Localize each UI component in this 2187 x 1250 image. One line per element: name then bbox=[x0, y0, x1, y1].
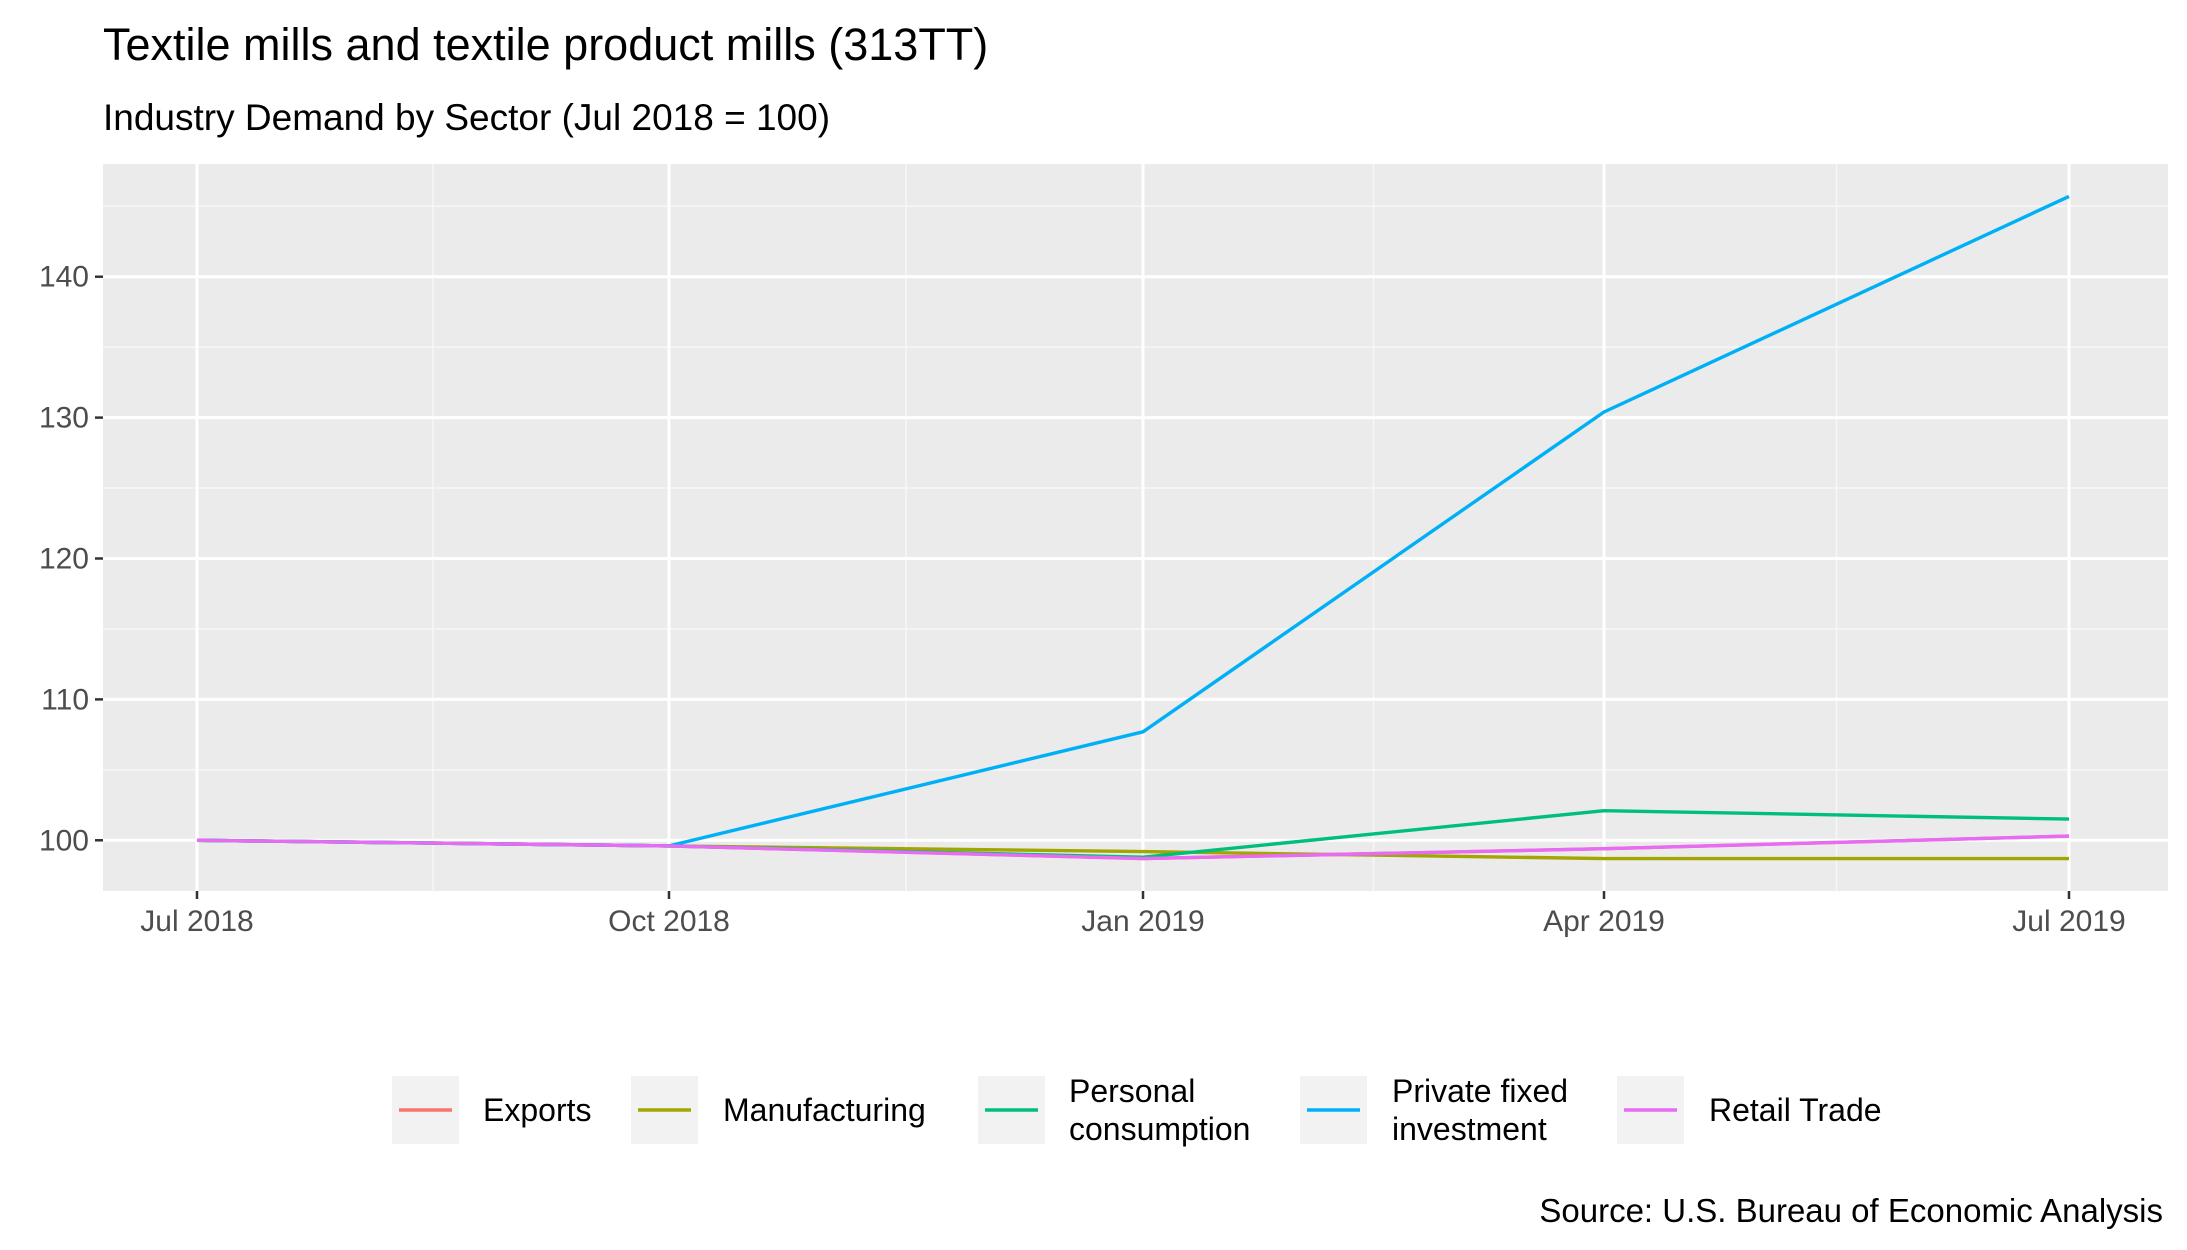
y-tick-label: 130 bbox=[39, 402, 89, 435]
legend-label: consumption bbox=[1069, 1111, 1250, 1147]
plot-panel bbox=[103, 164, 2168, 891]
series-lines bbox=[196, 194, 2070, 861]
legend-label: Exports bbox=[483, 1092, 591, 1128]
legend-label: Personal bbox=[1069, 1073, 1195, 1109]
chart-subtitle: Industry Demand by Sector (Jul 2018 = 10… bbox=[103, 97, 830, 138]
legend-label: Manufacturing bbox=[723, 1092, 926, 1128]
chart-caption: Source: U.S. Bureau of Economic Analysis bbox=[1539, 1192, 2163, 1229]
legend-item-exports: Exports bbox=[392, 1076, 591, 1144]
y-tick-label: 140 bbox=[39, 261, 89, 294]
y-tick-label: 100 bbox=[39, 824, 89, 857]
y-tick-label: 110 bbox=[41, 683, 89, 716]
x-tick-label: Jul 2019 bbox=[2012, 905, 2125, 938]
series-line-retail-trade bbox=[196, 834, 2070, 861]
minor-gridlines bbox=[103, 164, 2168, 891]
major-gridlines bbox=[103, 164, 2168, 891]
y-axis: 100 110 120 130 140 bbox=[39, 261, 103, 857]
x-tick-label: Oct 2018 bbox=[608, 905, 730, 938]
legend-label: Private fixed bbox=[1392, 1073, 1568, 1109]
x-tick-label: Jul 2018 bbox=[140, 905, 253, 938]
legend: Exports ManufacturingPersonalconsumptionP… bbox=[392, 1073, 1882, 1147]
chart-title: Textile mills and textile product mills … bbox=[103, 19, 988, 70]
legend-item-retail-trade: Retail Trade bbox=[1617, 1076, 1882, 1144]
x-axis: Jul 2018 Oct 2018 Jan 2019 Apr 2019 Jul 2019 bbox=[140, 891, 2126, 938]
x-tick-label: Jan 2019 bbox=[1081, 905, 1204, 938]
legend-label: investment bbox=[1392, 1111, 1547, 1147]
y-tick-label: 120 bbox=[39, 542, 89, 575]
legend-label: Retail Trade bbox=[1709, 1092, 1882, 1128]
legend-item-manufacturing: Manufacturing bbox=[631, 1076, 926, 1144]
x-tick-label: Apr 2019 bbox=[1543, 905, 1665, 938]
